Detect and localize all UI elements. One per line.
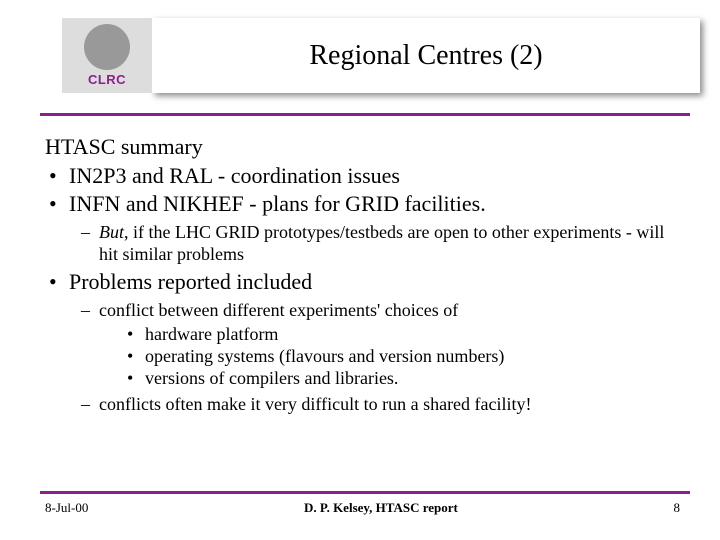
sub2-bullet-item: versions of compilers and libraries. xyxy=(45,368,680,390)
logo-label: CLRC xyxy=(88,72,126,87)
summary-heading: HTASC summary xyxy=(45,134,680,160)
clrc-logo: CLRC xyxy=(62,18,152,93)
emphasis-text: But xyxy=(99,222,124,242)
footer-date: 8-Jul-00 xyxy=(45,500,88,516)
bullet-item: Problems reported included xyxy=(45,268,680,296)
slide-body: HTASC summary IN2P3 and RAL - coordinati… xyxy=(0,116,720,416)
slide-title: Regional Centres (2) xyxy=(309,40,542,72)
slide-header: CLRC Regional Centres (2) xyxy=(0,0,720,116)
footer-divider xyxy=(40,491,690,494)
footer-row: 8-Jul-00 D. P. Kelsey, HTASC report 8 xyxy=(0,500,720,516)
bullet-list: Problems reported included xyxy=(45,268,680,296)
bullet-item: IN2P3 and RAL - coordination issues xyxy=(45,162,680,190)
sub2-bullet-list: hardware platform operating systems (fla… xyxy=(45,324,680,390)
bullet-item: INFN and NIKHEF - plans for GRID facilit… xyxy=(45,190,680,218)
sub2-bullet-item: hardware platform xyxy=(45,324,680,346)
footer-author: D. P. Kelsey, HTASC report xyxy=(304,500,458,516)
footer-page-number: 8 xyxy=(673,500,680,516)
slide-footer: 8-Jul-00 D. P. Kelsey, HTASC report 8 xyxy=(0,491,720,516)
sub2-bullet-item: operating systems (flavours and version … xyxy=(45,346,680,368)
sub-bullet-item: But, if the LHC GRID prototypes/testbeds… xyxy=(45,222,680,266)
title-bar: Regional Centres (2) xyxy=(152,18,700,93)
bullet-list: IN2P3 and RAL - coordination issues INFN… xyxy=(45,162,680,218)
sub-bullet-list: conflict between different experiments' … xyxy=(45,300,680,322)
sub-bullet-list: But, if the LHC GRID prototypes/testbeds… xyxy=(45,222,680,266)
sub-bullet-item: conflicts often make it very difficult t… xyxy=(45,394,680,416)
header-divider xyxy=(40,113,690,116)
sub-bullet-list: conflicts often make it very difficult t… xyxy=(45,394,680,416)
logo-circle-icon xyxy=(84,24,130,70)
sub-bullet-text: , if the LHC GRID prototypes/testbeds ar… xyxy=(99,222,664,264)
sub-bullet-item: conflict between different experiments' … xyxy=(45,300,680,322)
